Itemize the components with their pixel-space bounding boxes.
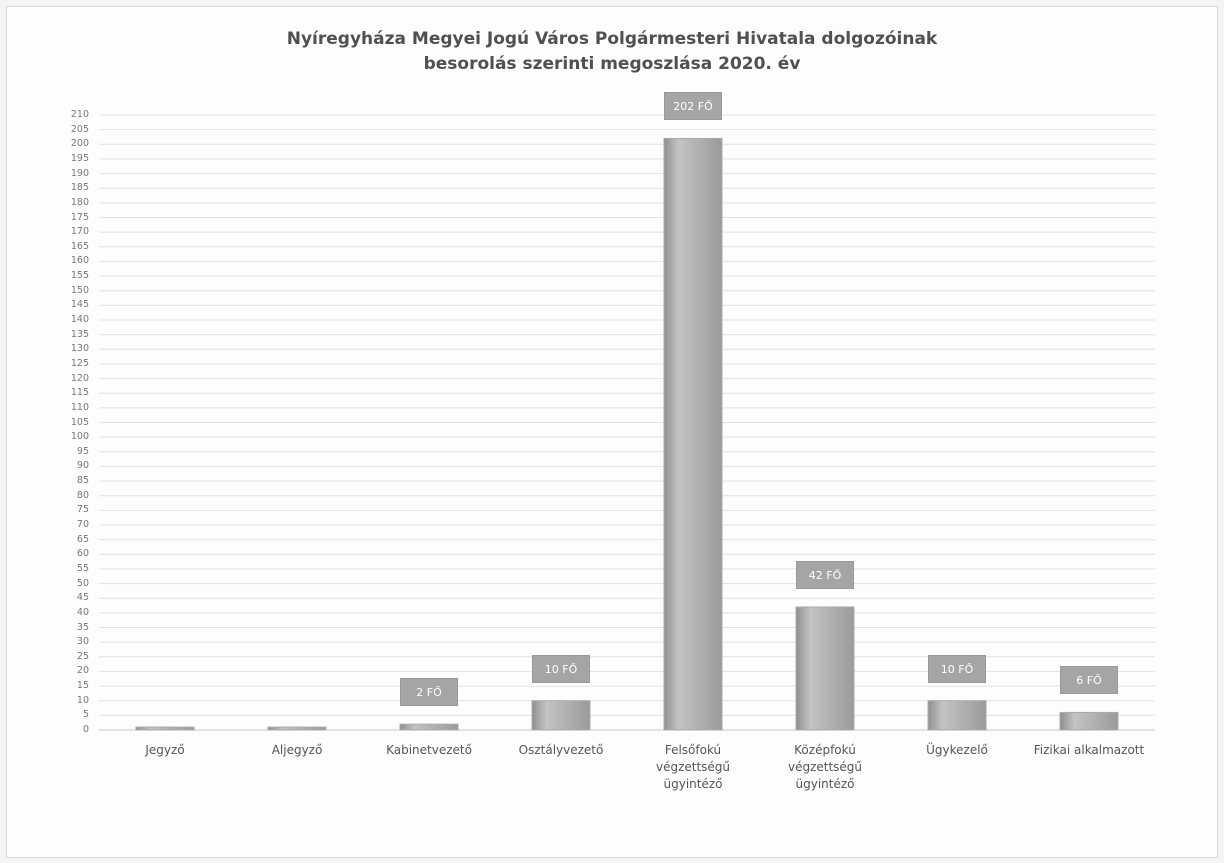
y-tick-label: 145 [70, 299, 89, 311]
y-tick-label: 190 [70, 167, 89, 179]
data-label: 2 FŐ [400, 678, 458, 707]
y-tick-label: 20 [76, 665, 89, 677]
bar [531, 700, 591, 731]
y-tick-label: 5 [82, 709, 89, 721]
y-tick-label: 45 [76, 592, 89, 604]
data-label: 42 FŐ [796, 561, 854, 589]
y-tick-label: 25 [76, 650, 89, 662]
y-tick-label: 130 [70, 343, 89, 355]
y-tick-label: 110 [70, 401, 89, 413]
y-tick-label: 105 [70, 416, 89, 428]
y-tick-label: 135 [70, 328, 89, 340]
y-tick-label: 10 [76, 694, 89, 706]
y-tick-label: 30 [76, 636, 89, 648]
x-tick-label: Felsőfokú végzettségű ügyintéző [655, 743, 731, 791]
chart-title: Nyíregyháza Megyei Jogú Város Polgármest… [286, 29, 938, 74]
y-tick-label: 210 [70, 109, 89, 120]
plot [99, 114, 1155, 731]
y-tick-label: 155 [70, 270, 89, 282]
bar [795, 606, 855, 731]
bar [267, 726, 327, 731]
bar [399, 723, 459, 731]
y-tick-label: 205 [70, 123, 89, 135]
y-tick-label: 70 [76, 519, 89, 530]
y-tick-label: 15 [76, 680, 89, 692]
y-tick-label: 50 [76, 577, 89, 589]
y-tick-label: 75 [76, 504, 89, 516]
data-label: 202 FŐ [664, 92, 722, 121]
data-label: 6 FŐ [1060, 666, 1118, 695]
x-tick-label: Középfokú végzettségű ügyintéző [787, 743, 863, 791]
y-tick-label: 85 [76, 475, 89, 487]
y-tick-label: 65 [76, 533, 89, 545]
bar [135, 726, 195, 731]
y-tick-label: 125 [70, 357, 89, 369]
y-tick-label: 120 [70, 372, 89, 384]
x-tick-label: Osztályvezető [518, 743, 604, 757]
data-label: 10 FŐ [928, 654, 986, 683]
y-tick-label: 185 [70, 182, 89, 194]
x-tick-label: Kabinetvezető [386, 743, 472, 757]
y-tick-label: 165 [70, 240, 89, 252]
y-tick-label: 150 [70, 284, 89, 296]
y-tick-label: 55 [76, 562, 89, 574]
y-tick-label: 140 [70, 314, 89, 325]
x-tick-label: Aljegyző [271, 743, 323, 757]
y-tick-label: 170 [70, 226, 89, 238]
y-tick-label: 175 [70, 211, 89, 223]
y-tick-label: 60 [76, 548, 89, 560]
y-tick-label: 80 [76, 489, 89, 501]
data-label: 10 FŐ [532, 654, 590, 683]
y-tick-label: 200 [70, 138, 89, 150]
bar [663, 137, 723, 731]
y-tick-label: 40 [76, 606, 89, 618]
bar [1059, 711, 1119, 731]
y-tick-label: 90 [76, 460, 89, 472]
y-tick-label: 180 [70, 196, 89, 208]
bar [927, 700, 987, 731]
y-tick-label: 195 [70, 152, 89, 164]
x-tick-label: Fizikai alkalmazott [1033, 743, 1145, 757]
y-tick-label: 115 [70, 387, 89, 399]
chart: Nyíregyháza Megyei Jogú Város Polgármest… [6, 6, 1218, 858]
y-tick-label: 100 [70, 431, 89, 443]
y-tick-label: 95 [76, 445, 89, 457]
y-tick-label: 35 [76, 621, 89, 633]
x-tick-label: Jegyző [145, 743, 185, 757]
y-tick-label: 160 [70, 255, 89, 267]
x-tick-label: Ügykezelő [926, 743, 988, 757]
y-tick-label: 0 [82, 724, 89, 735]
